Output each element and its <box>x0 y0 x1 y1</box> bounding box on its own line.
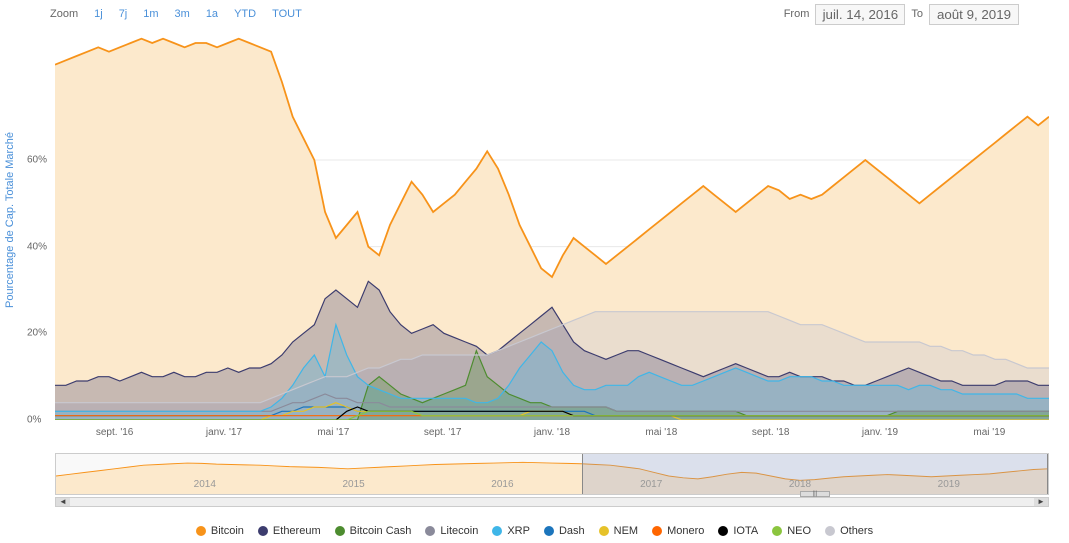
nav-tick: 2015 <box>342 479 364 490</box>
to-label: To <box>911 8 923 20</box>
legend-item-xrp[interactable]: XRP <box>492 525 530 537</box>
x-tick: janv. '18 <box>534 427 570 438</box>
chart-container: Zoom 1j 7j 1m 3m 1a YTD TOUT From To Pourcenta… <box>0 0 1069 543</box>
legend-label: Bitcoin <box>211 525 244 537</box>
legend-swatch <box>335 526 345 536</box>
nav-tick: 2019 <box>938 479 960 490</box>
toolbar: Zoom 1j 7j 1m 3m 1a YTD TOUT From To <box>0 0 1069 28</box>
x-tick: janv. '19 <box>862 427 898 438</box>
x-tick: mai '17 <box>317 427 349 438</box>
legend-label: Bitcoin Cash <box>350 525 412 537</box>
legend-label: Ethereum <box>273 525 321 537</box>
y-tick: 0% <box>27 415 41 426</box>
legend-item-bitcoin[interactable]: Bitcoin <box>196 525 244 537</box>
legend-swatch <box>258 526 268 536</box>
legend-item-ethereum[interactable]: Ethereum <box>258 525 321 537</box>
nav-tick: 2018 <box>789 479 811 490</box>
legend-label: IOTA <box>733 525 758 537</box>
from-label: From <box>784 8 810 20</box>
legend-label: Monero <box>667 525 704 537</box>
from-date-input[interactable] <box>815 4 905 25</box>
chart-svg <box>55 30 1049 420</box>
legend-swatch <box>772 526 782 536</box>
x-tick: mai '19 <box>973 427 1005 438</box>
x-tick: janv. '17 <box>206 427 242 438</box>
date-range: From To <box>784 4 1019 25</box>
legend-label: Dash <box>559 525 585 537</box>
x-tick: sept. '16 <box>96 427 134 438</box>
legend-swatch <box>718 526 728 536</box>
legend-item-monero[interactable]: Monero <box>652 525 704 537</box>
legend-label: NEM <box>614 525 638 537</box>
legend-swatch <box>492 526 502 536</box>
legend-label: Litecoin <box>440 525 478 537</box>
legend-swatch <box>425 526 435 536</box>
legend-swatch <box>599 526 609 536</box>
zoom-btn-ytd[interactable]: YTD <box>230 6 260 22</box>
x-tick: sept. '17 <box>424 427 462 438</box>
zoom-btn-1m[interactable]: 1m <box>139 6 162 22</box>
navigator[interactable]: ||| 201420152016201720182019 <box>55 453 1049 495</box>
legend-label: XRP <box>507 525 530 537</box>
legend-item-bitcoin-cash[interactable]: Bitcoin Cash <box>335 525 412 537</box>
navigator-scrollbar[interactable]: ◄ ► <box>55 497 1049 507</box>
nav-tick: 2016 <box>491 479 513 490</box>
zoom-btn-1a[interactable]: 1a <box>202 6 222 22</box>
legend-swatch <box>196 526 206 536</box>
legend-swatch <box>544 526 554 536</box>
legend-item-nem[interactable]: NEM <box>599 525 638 537</box>
x-tick: mai '18 <box>645 427 677 438</box>
nav-tick: 2014 <box>194 479 216 490</box>
legend-label: NEO <box>787 525 811 537</box>
legend-item-litecoin[interactable]: Litecoin <box>425 525 478 537</box>
legend-swatch <box>825 526 835 536</box>
y-tick: 60% <box>27 154 47 165</box>
y-tick: 40% <box>27 241 47 252</box>
scroll-track[interactable] <box>70 498 1034 506</box>
legend-item-dash[interactable]: Dash <box>544 525 585 537</box>
x-tick: sept. '18 <box>752 427 790 438</box>
y-axis-label: Pourcentage de Cap. Totale Marché <box>4 132 16 308</box>
legend-label: Others <box>840 525 873 537</box>
legend: Bitcoin Ethereum Bitcoin Cash Litecoin XRP Da… <box>0 525 1069 537</box>
zoom-btn-1j[interactable]: 1j <box>90 6 107 22</box>
scroll-right-arrow[interactable]: ► <box>1034 498 1048 506</box>
scroll-left-arrow[interactable]: ◄ <box>56 498 70 506</box>
y-tick: 20% <box>27 328 47 339</box>
to-date-input[interactable] <box>929 4 1019 25</box>
nav-tick: 2017 <box>640 479 662 490</box>
zoom-btn-3m[interactable]: 3m <box>171 6 194 22</box>
zoom-label: Zoom <box>50 8 78 20</box>
legend-item-others[interactable]: Others <box>825 525 873 537</box>
legend-swatch <box>652 526 662 536</box>
plot-area[interactable]: 0%20%40%60%sept. '16janv. '17mai '17sept… <box>55 30 1049 420</box>
zoom-btn-7j[interactable]: 7j <box>115 6 132 22</box>
zoom-btn-tout[interactable]: TOUT <box>268 6 306 22</box>
legend-item-iota[interactable]: IOTA <box>718 525 758 537</box>
legend-item-neo[interactable]: NEO <box>772 525 811 537</box>
